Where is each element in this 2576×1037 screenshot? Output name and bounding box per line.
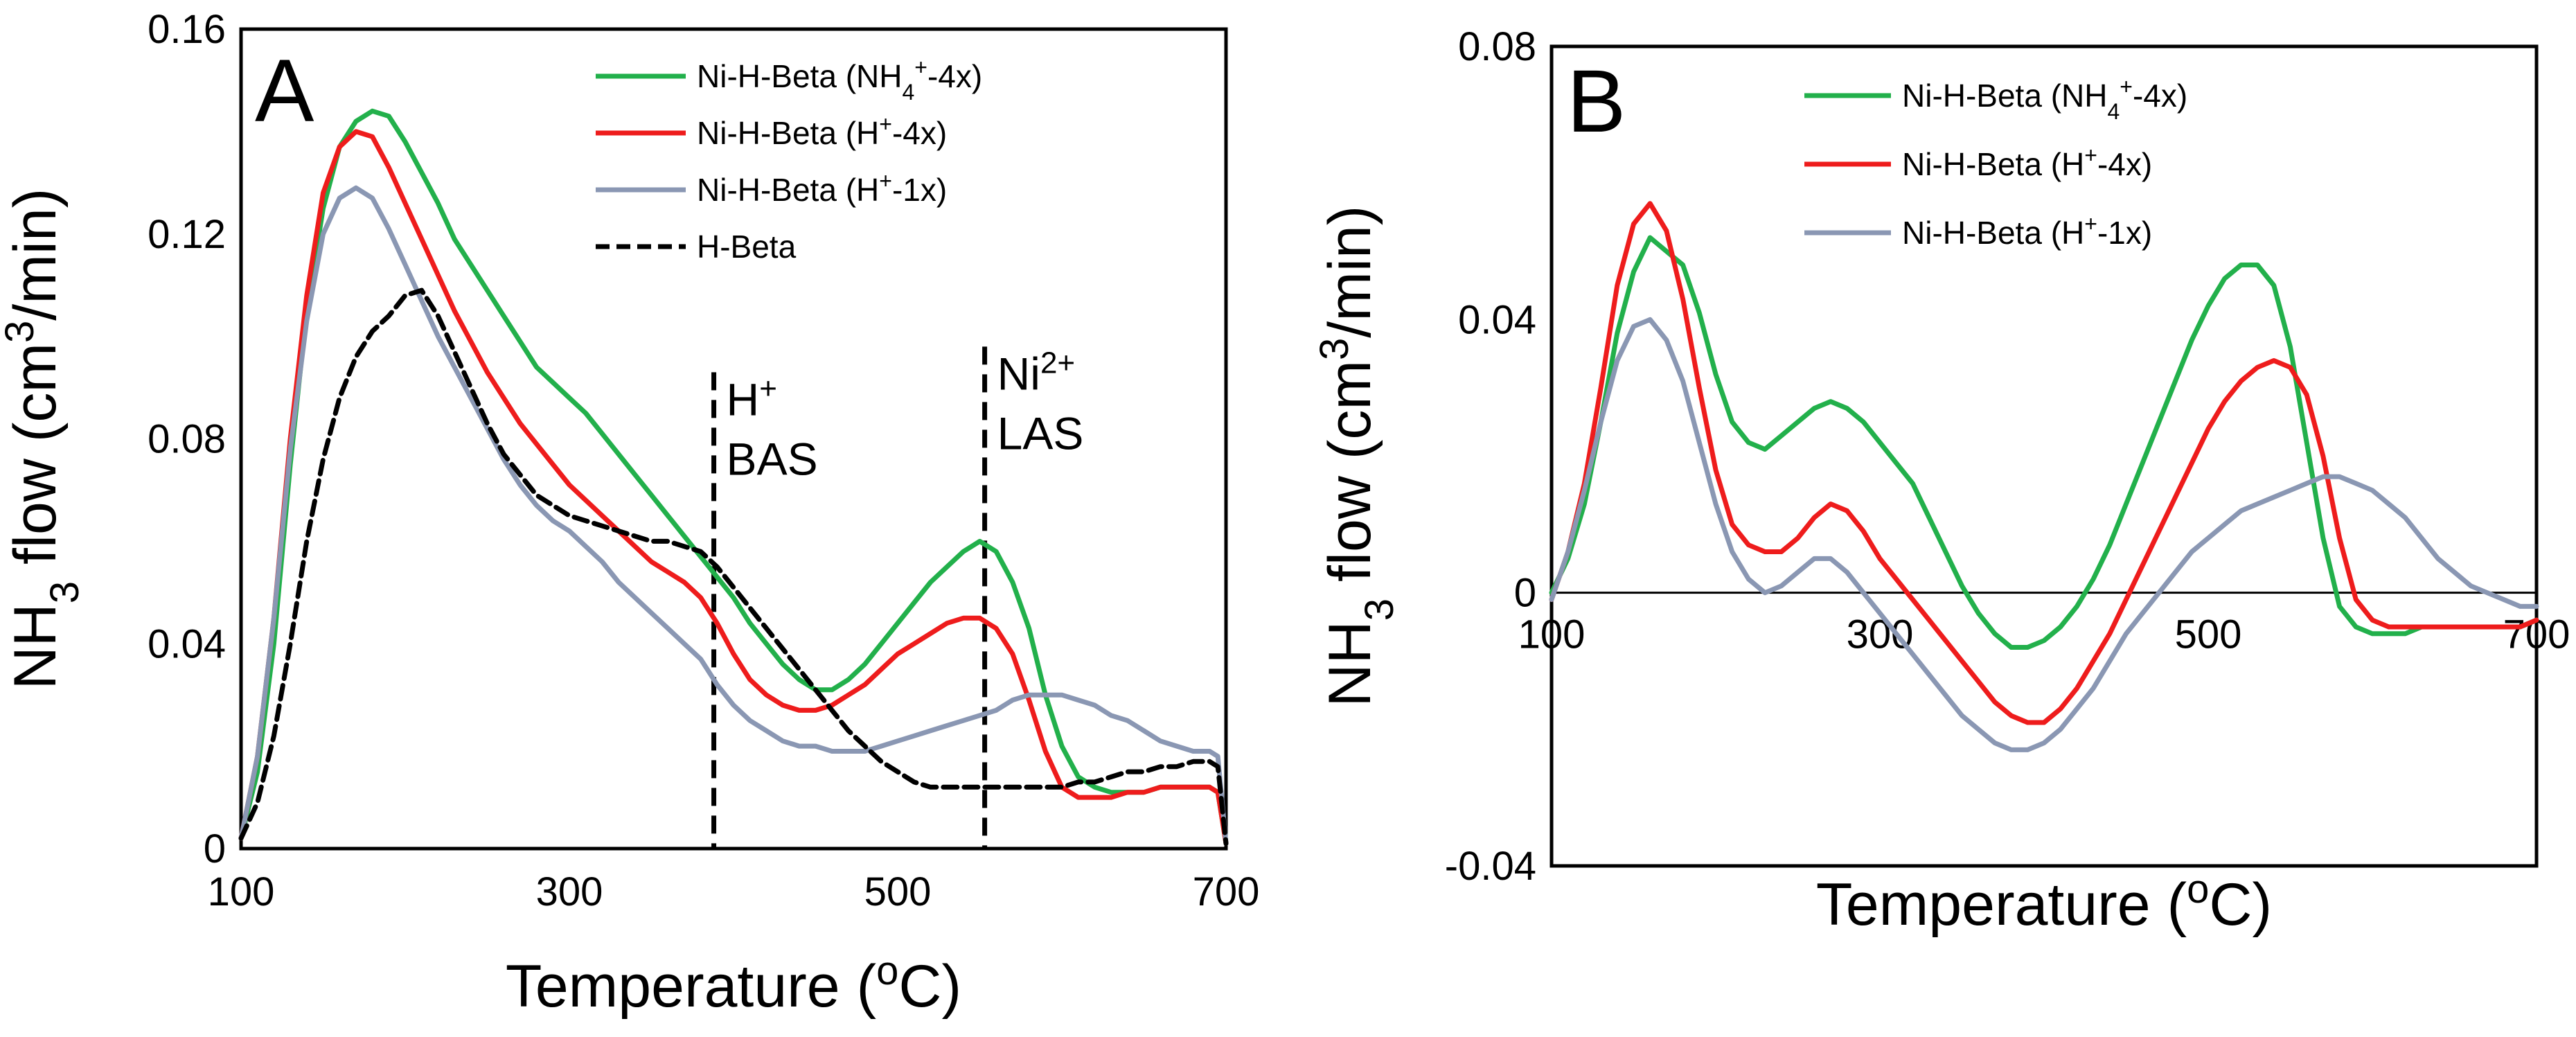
panel-a-marker-sublabel-0: BAS xyxy=(727,433,818,484)
panel-a-ytick-label: 0.04 xyxy=(148,621,226,666)
panel-a-legend-label-2: Ni-H-Beta (H+-1x) xyxy=(697,168,947,208)
panel-a-plot-area xyxy=(239,27,1228,851)
panel-a-ytick-label: 0.16 xyxy=(148,7,226,52)
panel-a-legend-label-0: Ni-H-Beta (NH4+-4x) xyxy=(697,55,982,105)
panel-a-legend-label-3: H-Beta xyxy=(697,229,797,265)
panel-b-ytick-label: -0.04 xyxy=(1445,844,1536,889)
panel-b-x-axis-title: Temperature (oC) xyxy=(1816,867,2272,939)
panel-a-ytick-label: 0.12 xyxy=(148,212,226,257)
panel-a-series-line-1 xyxy=(238,129,1229,847)
panel-a-chart: A 0 0.04 0.08 0.12 0.16 100 300 500 700 H+ BAS Ni2… xyxy=(0,7,1259,1020)
panel-a-annotations: H+ BAS Ni2+ LAS xyxy=(711,346,1084,849)
panel-a-xtick-label: 100 xyxy=(208,869,275,914)
panel-a-series-line-3 xyxy=(238,287,1229,847)
panel-a-xtick-label: 300 xyxy=(536,869,603,914)
panel-b-letter: B xyxy=(1567,52,1626,151)
panel-b-series-line-1 xyxy=(1549,201,2539,725)
panel-b-ytick-label: 0.04 xyxy=(1458,297,1536,342)
panel-b-series xyxy=(1549,201,2539,752)
panel-b-xtick-label: 500 xyxy=(2175,612,2242,657)
panel-a-legend-label-1: Ni-H-Beta (H+-4x) xyxy=(697,112,947,151)
panel-a-ytick-label: 0.08 xyxy=(148,417,226,462)
panel-b-series-line-0 xyxy=(1549,235,2539,650)
panel-a-xtick-label: 700 xyxy=(1193,869,1260,914)
panel-b-legend-label-2: Ni-H-Beta (H+-1x) xyxy=(1902,211,2152,251)
panel-b-legend: Ni-H-Beta (NH4+-4x) Ni-H-Beta (H+-4x) Ni-H… xyxy=(1804,74,2187,251)
panel-b-xtick-label: 100 xyxy=(1518,612,1585,657)
panel-b-legend-label-1: Ni-H-Beta (H+-4x) xyxy=(1902,143,2152,182)
panel-b-legend-label-0: Ni-H-Beta (NH4+-4x) xyxy=(1902,74,2187,124)
panel-b-axis-titles: Temperature (oC) NH3 flow (cm3/min) xyxy=(1312,206,2273,938)
panel-a-series-line-2 xyxy=(238,185,1229,847)
panel-a-letter: A xyxy=(255,42,314,141)
panel-b-ytick-label: 0 xyxy=(1514,571,1536,616)
panel-a-x-axis-title: Temperature (oC) xyxy=(506,948,961,1020)
panel-b-xtick-label: 300 xyxy=(1847,612,1914,657)
panel-a-series xyxy=(238,108,1229,847)
panel-a-axis-titles: Temperature (oC) NH3 flow (cm3/min) xyxy=(0,188,961,1020)
panel-a-xtick-label: 500 xyxy=(864,869,932,914)
panel-a-legend: Ni-H-Beta (NH4+-4x) Ni-H-Beta (H+-4x) Ni-H… xyxy=(596,55,982,265)
panel-a-ticks: 0 0.04 0.08 0.12 0.16 100 300 500 700 xyxy=(148,7,1259,914)
panel-a-y-axis-title: NH3 flow (cm3/min) xyxy=(0,188,87,690)
panel-b-y-axis-title: NH3 flow (cm3/min) xyxy=(1312,206,1402,707)
panel-b-series-line-2 xyxy=(1549,317,2539,752)
panel-a-marker-label-0: H+ xyxy=(727,371,777,425)
panel-a-marker-sublabel-1: LAS xyxy=(997,407,1084,459)
panel-b-ytick-label: 0.08 xyxy=(1458,24,1536,69)
panel-a-series-line-0 xyxy=(238,108,1229,847)
panel-a-ytick-label: 0 xyxy=(204,826,226,871)
panel-b-plot-area xyxy=(1549,44,2539,868)
panel-a-marker-label-1: Ni2+ xyxy=(997,346,1076,400)
